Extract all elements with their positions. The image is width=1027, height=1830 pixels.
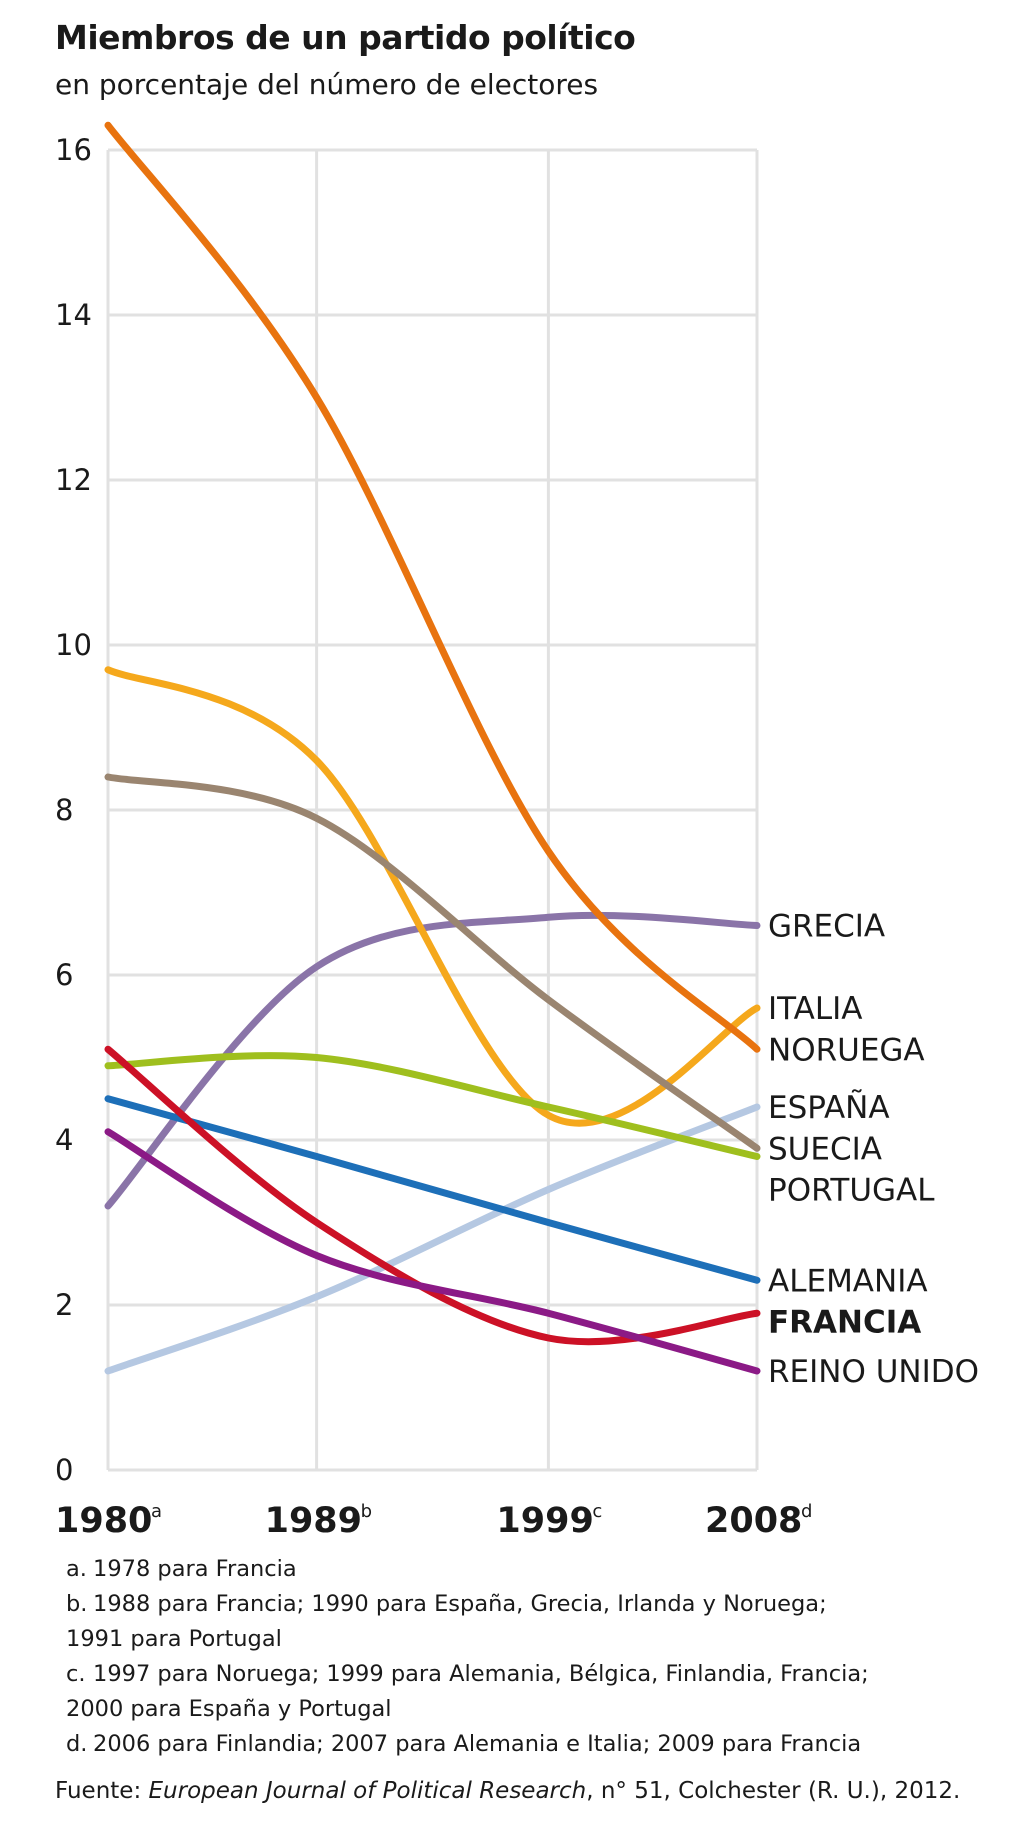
y-axis-ticks: 0 2 4 6 8 10 12 14 16 — [55, 133, 92, 1487]
series-label-francia: FRANCIA — [768, 1304, 921, 1340]
footnote-a: a. 1978 para Francia — [66, 1552, 869, 1587]
footnote-text: 1978 para Francia — [93, 1556, 297, 1582]
footnote-label: a. — [66, 1556, 87, 1582]
series-line-noruega — [104, 121, 761, 1053]
footnote-label: d. — [66, 1731, 88, 1757]
series-label-grecia: GRECIA — [768, 909, 885, 945]
footnote-c-continued: 2000 para España y Portugal — [66, 1696, 392, 1722]
x-tick-label: 1999 — [496, 1501, 593, 1541]
series-label-reino-unido: REINO UNIDO — [768, 1354, 979, 1390]
series-label-espana: ESPAÑA — [768, 1090, 890, 1126]
y-tick-label: 12 — [55, 463, 92, 497]
series-lines — [104, 121, 761, 1375]
x-tick-superscript: d — [801, 1501, 812, 1522]
y-tick-label: 8 — [55, 793, 73, 827]
y-tick-label: 4 — [55, 1123, 73, 1157]
footnote-b: b. 1988 para Francia; 1990 para España, G… — [66, 1587, 869, 1622]
x-tick-superscript: a — [151, 1501, 162, 1522]
series-label-suecia: SUECIA — [768, 1131, 882, 1167]
y-tick-label: 10 — [55, 628, 92, 662]
source-citation: Fuente: European Journal of Political Re… — [55, 1778, 960, 1804]
footnote-label: b. — [66, 1591, 88, 1617]
x-tick-label: 1989 — [265, 1501, 362, 1541]
footnotes: a. 1978 para Francia b. 1988 para Francia;… — [66, 1552, 869, 1762]
series-label-noruega: NORUEGA — [768, 1032, 925, 1068]
footnote-label: c. — [66, 1661, 86, 1687]
footnote-text: 1988 para Francia; 1990 para España, Gre… — [93, 1591, 827, 1617]
footnote-text: 2006 para Finlandia; 2007 para Alemania … — [93, 1731, 862, 1757]
series-line-suecia — [104, 773, 761, 1152]
grid — [106, 148, 759, 1472]
series-labels: GRECIA ITALIA NORUEGA ESPAÑA SUECIA PORTUGAL A… — [768, 909, 979, 1391]
series-label-portugal: PORTUGAL — [768, 1172, 935, 1208]
footnote-c: c. 1997 para Noruega; 1999 para Alemania,… — [66, 1657, 869, 1692]
series-line-grecia — [104, 911, 761, 1210]
footnote-d: d. 2006 para Finlandia; 2007 para Alemani… — [66, 1727, 869, 1762]
x-tick-superscript: c — [592, 1501, 602, 1522]
chart-subtitle: en porcentaje del número de electores — [55, 68, 599, 101]
chart-title: Miembros de un partido político — [55, 18, 636, 57]
source-suffix: , n° 51, Colchester (R. U.), 2012. — [586, 1778, 961, 1804]
series-line-portugal — [104, 1052, 761, 1160]
series-line-italia — [104, 666, 761, 1127]
y-tick-label: 0 — [55, 1453, 73, 1487]
x-tick-label: 1980 — [55, 1501, 152, 1541]
series-line-reino-unido — [104, 1128, 761, 1375]
series-line-espana — [104, 1103, 761, 1375]
source-prefix: Fuente: — [55, 1778, 149, 1804]
footnote-text: 1997 para Noruega; 1999 para Alemania, B… — [93, 1661, 869, 1687]
footnote-b-continued: 1991 para Portugal — [66, 1626, 282, 1652]
y-tick-label: 16 — [55, 133, 92, 167]
series-line-alemania — [104, 1095, 761, 1284]
y-tick-label: 14 — [55, 298, 92, 332]
y-tick-label: 2 — [55, 1288, 73, 1322]
x-tick-superscript: b — [361, 1501, 372, 1522]
series-label-italia: ITALIA — [768, 991, 863, 1027]
source-journal: European Journal of Political Research — [148, 1778, 587, 1804]
series-label-alemania: ALEMANIA — [768, 1263, 928, 1299]
x-tick-label: 2008 — [705, 1501, 802, 1541]
y-tick-label: 6 — [55, 958, 73, 992]
